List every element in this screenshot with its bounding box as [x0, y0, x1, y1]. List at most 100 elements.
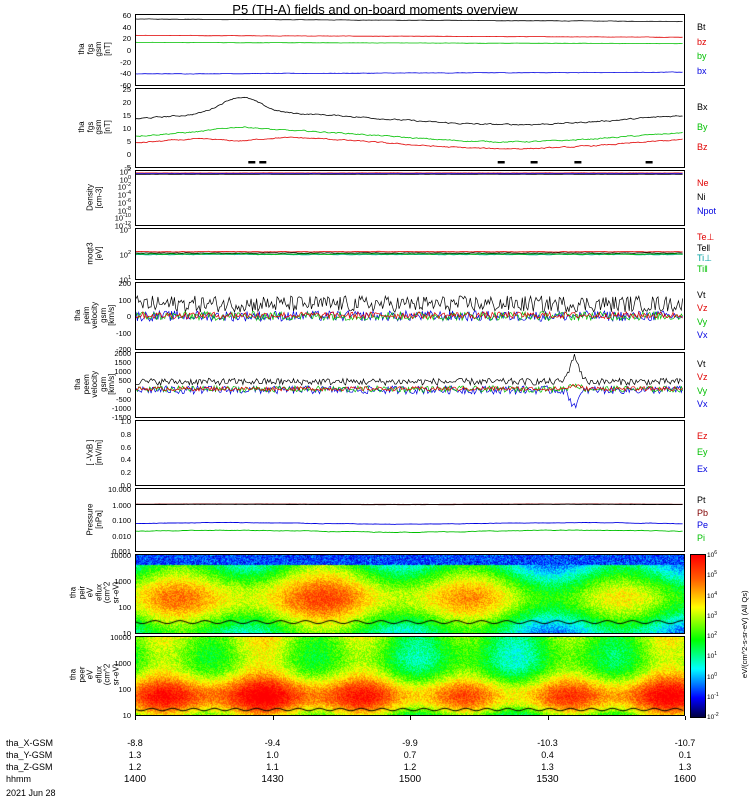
ytick-efield-5: 0.0 [120, 481, 131, 490]
colorbar-tick-6: 100 [707, 671, 718, 681]
ytick-density-6: 10-10 [114, 213, 131, 223]
legend-peem-velocity-3: Vx [697, 398, 708, 409]
footer-value-2-1: 1.1 [266, 762, 279, 772]
footer-value-3-0: 1400 [123, 774, 147, 785]
ytick-fgs-gsm2-3: 10 [122, 124, 131, 133]
legend-density-1: Ni [697, 192, 706, 202]
ytick-pressure-1: 1.000 [112, 500, 131, 510]
ytick-fgs-gsm2-6: -5 [124, 163, 131, 172]
ytick-temperature-1: 102 [119, 250, 131, 260]
ytick-peir-eflux-3: 10 [122, 629, 131, 638]
footer-label-0: tha_X-GSM [6, 738, 54, 748]
ytick-pressure-2: 0.100 [112, 516, 131, 525]
legend-peim-velocity-0: Vt [697, 289, 706, 300]
ytick-peem-velocity-4: 0 [126, 385, 131, 395]
legend-temperature-0: Te⊥ [697, 232, 715, 243]
legend-efield-0: Ez [697, 430, 708, 441]
footer-value-1-3: 0.4 [541, 750, 554, 760]
ytick-fgs-gsm-0: 60 [122, 11, 131, 20]
legend-peem-velocity-0: Vt [697, 359, 706, 370]
ytick-peer-eflux-1: 1000 [114, 659, 131, 668]
legend-peim-velocity-2: Vy [697, 316, 708, 327]
legend-temperature-1: Te‖ [697, 242, 711, 253]
footer-value-0-0: -8.8 [127, 738, 143, 748]
colorbar-tick-8: 10-2 [707, 712, 719, 722]
ytick-efield-2: 0.6 [120, 442, 131, 452]
ytick-fgs-gsm2-0: 25 [122, 85, 131, 94]
ytick-density-4: 10-6 [117, 197, 131, 208]
panel-border-8 [135, 554, 685, 634]
ytick-peem-velocity-0: 2000 [114, 349, 131, 358]
panel-density [135, 170, 685, 226]
legend-fgs-gsm-3: bx [697, 65, 707, 76]
ytick-peem-velocity-2: 1000 [114, 367, 131, 377]
ytick-fgs-gsm-5: -40 [120, 69, 131, 79]
trace-fgs-gsm [136, 18, 683, 75]
ytick-fgs-gsm2-2: 15 [122, 111, 131, 120]
trace-fgs-gsm2 [136, 96, 683, 164]
ytick-density-7: 10-12 [114, 221, 131, 231]
ytick-peim-velocity-4: -200 [115, 345, 131, 354]
panel-peem-velocity [135, 352, 685, 418]
xtickmark-3 [547, 716, 549, 720]
trace-efield [136, 421, 684, 485]
trace-density [136, 172, 683, 175]
legend-density-2: Npot [697, 206, 717, 216]
legend-pressure-2: Pe [697, 520, 709, 531]
ytick-efield-0: 1.0 [120, 417, 131, 426]
footer-value-3-3: 1530 [536, 774, 559, 785]
footer-value-2-3: 1.3 [541, 762, 554, 772]
legend-peem-velocity-2: Vy [697, 385, 708, 396]
colorbar-tick-3: 103 [707, 610, 718, 620]
ytick-efield-3: 0.4 [120, 455, 131, 465]
ytick-efield-4: 0.2 [120, 468, 131, 478]
trace-peim-velocity [136, 294, 683, 323]
panel-efield [135, 420, 685, 486]
ylabel-peer-eflux: tha peer eV eflux (cm^2 sr-eV) [68, 663, 121, 686]
colorbar-tick-0: 106 [707, 550, 718, 560]
legend-peim-velocity-3: Vx [697, 330, 708, 341]
ytick-peer-eflux-3: 10 [122, 711, 131, 720]
footer-value-2-4: 1.3 [678, 762, 692, 772]
ytick-temperature-0: 103 [119, 225, 131, 235]
panel-pressure [135, 488, 685, 552]
trace-temperature [136, 250, 683, 256]
legend-fgs-gsm2-0: Bx [697, 102, 708, 112]
page-title: P5 (TH-A) fields and on-board moments ov… [232, 2, 518, 17]
legend-efield-1: Ey [697, 447, 708, 457]
xtickmark-2 [410, 716, 411, 720]
ytick-density-2: 10-2 [117, 182, 131, 192]
ytick-peer-eflux-2: 100 [118, 685, 131, 694]
colorbar-tick-2: 104 [707, 590, 718, 600]
footer-value-0-2: -9.9 [402, 738, 418, 748]
ytick-peir-eflux-0: 10000 [110, 551, 131, 560]
footer-value-3-2: 1500 [398, 774, 422, 785]
colorbar-tick-7: 10-1 [707, 691, 719, 701]
ytick-fgs-gsm-6: -60 [120, 81, 131, 90]
footer-value-1-2: 0.7 [403, 750, 417, 760]
ytick-peim-velocity-1: 100 [118, 295, 131, 305]
legend-fgs-gsm-2: by [697, 51, 707, 62]
spectrogram-peer-eflux [136, 637, 684, 715]
legend-fgs-gsm2-1: By [697, 122, 708, 132]
ytick-fgs-gsm-2: 20 [122, 34, 131, 44]
ytick-peim-velocity-0: 200 [118, 279, 131, 288]
trace-pressure [136, 503, 683, 534]
footer-value-1-0: 1.3 [128, 750, 142, 760]
footer-value-1-4: 0.1 [678, 750, 692, 760]
ytick-peem-velocity-3: 500 [118, 376, 131, 386]
ytick-peir-eflux-1: 1000 [114, 577, 131, 586]
ytick-temperature-2: 101 [119, 275, 131, 285]
ytick-efield-1: 0.8 [120, 429, 131, 439]
footer-value-0-4: -10.7 [674, 738, 696, 748]
ytick-peir-eflux-2: 100 [118, 603, 131, 612]
footer-value-2-2: 1.2 [403, 762, 417, 772]
ytick-peim-velocity-3: -100 [115, 328, 131, 338]
footer-label-1: tha_Y-GSM [6, 750, 53, 760]
ytick-density-1: 100 [119, 174, 131, 185]
xtickmark-4 [685, 716, 686, 720]
ytick-fgs-gsm2-1: 20 [122, 98, 131, 107]
legend-pressure-3: Pi [697, 533, 706, 544]
footer-date: 2021 Jun 28 [6, 788, 56, 798]
